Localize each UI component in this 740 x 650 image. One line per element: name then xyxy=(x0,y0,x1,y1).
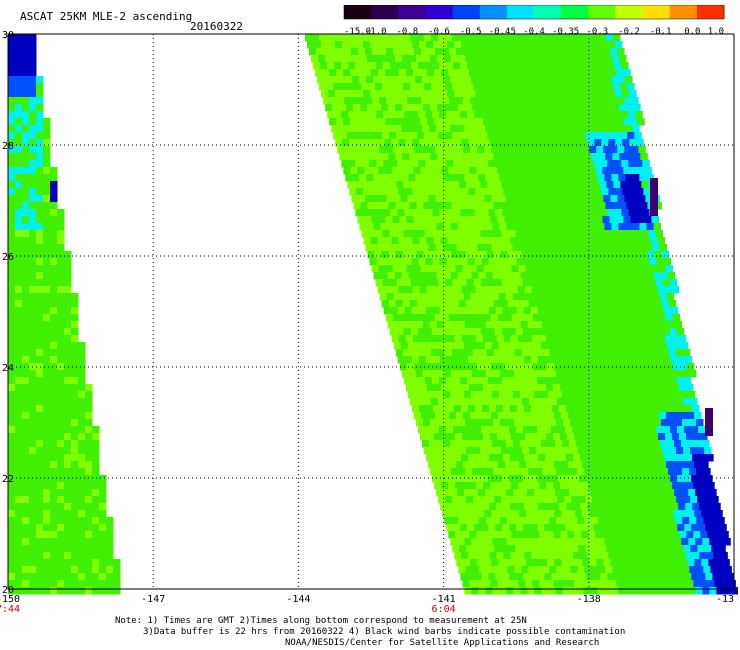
x-tick-label: -147 xyxy=(141,594,165,605)
colorbar-cell xyxy=(506,5,535,19)
y-axis-ticks: 30 28 26 24 22 20 xyxy=(2,30,14,596)
y-tick-label: 26 xyxy=(2,252,14,263)
colorbar-label: -0.5 xyxy=(460,27,482,37)
time-label: 6:04 xyxy=(432,604,456,615)
colorbar-label: -0.2 xyxy=(618,27,640,37)
colorbar-label: -1.0 xyxy=(365,27,387,37)
note-line-1: Note: 1) Times are GMT 2)Times along bot… xyxy=(115,616,527,626)
colorbar-cell xyxy=(615,5,644,19)
colorbar-cell xyxy=(371,5,399,19)
colorbar-label: -0.35 xyxy=(552,27,579,37)
note-line-2: 3)Data buffer is 22 hrs from 20160322 4)… xyxy=(143,627,626,637)
colorbar-label: 0.0 xyxy=(684,27,700,37)
x-tick-label: -138 xyxy=(577,594,601,605)
time-labels: 7:44 6:04 xyxy=(0,604,456,615)
colorbar-cell xyxy=(398,5,426,19)
swath-right xyxy=(305,34,738,595)
colorbar-cell xyxy=(344,5,372,19)
x-tick-label: -141 xyxy=(432,594,456,605)
colorbar-label: 1.0 xyxy=(708,27,724,37)
x-axis-ticks: -150 -147 -144 -141 -138 -13 xyxy=(0,594,734,605)
y-tick-label: 30 xyxy=(2,30,14,41)
grid-lines xyxy=(8,34,734,589)
colorbar-label: -0.3 xyxy=(586,27,608,37)
note-line-3: NOAA/NESDIS/Center for Satellite Applica… xyxy=(285,638,600,648)
colorbar-cell xyxy=(534,5,562,19)
time-label: 7:44 xyxy=(0,604,20,615)
x-tick-label: -150 xyxy=(0,594,20,605)
colorbar-cell xyxy=(561,5,589,19)
swath-left xyxy=(8,34,121,595)
footnotes: Note: 1) Times are GMT 2)Times along bot… xyxy=(115,616,625,649)
colorbar-cell xyxy=(588,5,616,19)
x-tick-label: -13 xyxy=(716,594,734,605)
y-tick-label: 22 xyxy=(2,474,14,485)
y-tick-label: 28 xyxy=(2,141,14,152)
colorbar-cell xyxy=(425,5,454,19)
y-tick-label: 24 xyxy=(2,363,14,374)
colorbar-cell xyxy=(696,5,725,19)
colorbar-label: -0.8 xyxy=(396,27,418,37)
colorbar-label: -0.1 xyxy=(650,27,672,37)
colorbar-cell xyxy=(452,5,481,19)
map-title: ASCAT 25KM MLE-2 ascending xyxy=(20,10,193,23)
colorbar-label: -0.4 xyxy=(523,27,545,37)
x-tick-label: -144 xyxy=(286,594,310,605)
y-tick-label: 20 xyxy=(2,585,14,596)
colorbar-cell xyxy=(642,5,671,19)
colorbar-label: -0.45 xyxy=(489,27,516,37)
colorbar-label: -15.0 xyxy=(344,27,371,37)
colorbar-cells xyxy=(343,5,725,20)
plot-frame xyxy=(7,33,735,590)
map-date: 20160322 xyxy=(190,20,243,33)
colorbar-label: -0.6 xyxy=(428,27,450,37)
colorbar-cell xyxy=(479,5,508,19)
colorbar-cell xyxy=(669,5,698,19)
colorbar-labels: -15.0-1.0 -0.8 -0.6 -0.5 -0.45 -0.4 -0.35 -0.3-… xyxy=(344,27,724,37)
colorbar: -15.0-1.0 -0.8 -0.6 -0.5 -0.45 -0.4 -0.35 -0.3-… xyxy=(343,5,725,37)
